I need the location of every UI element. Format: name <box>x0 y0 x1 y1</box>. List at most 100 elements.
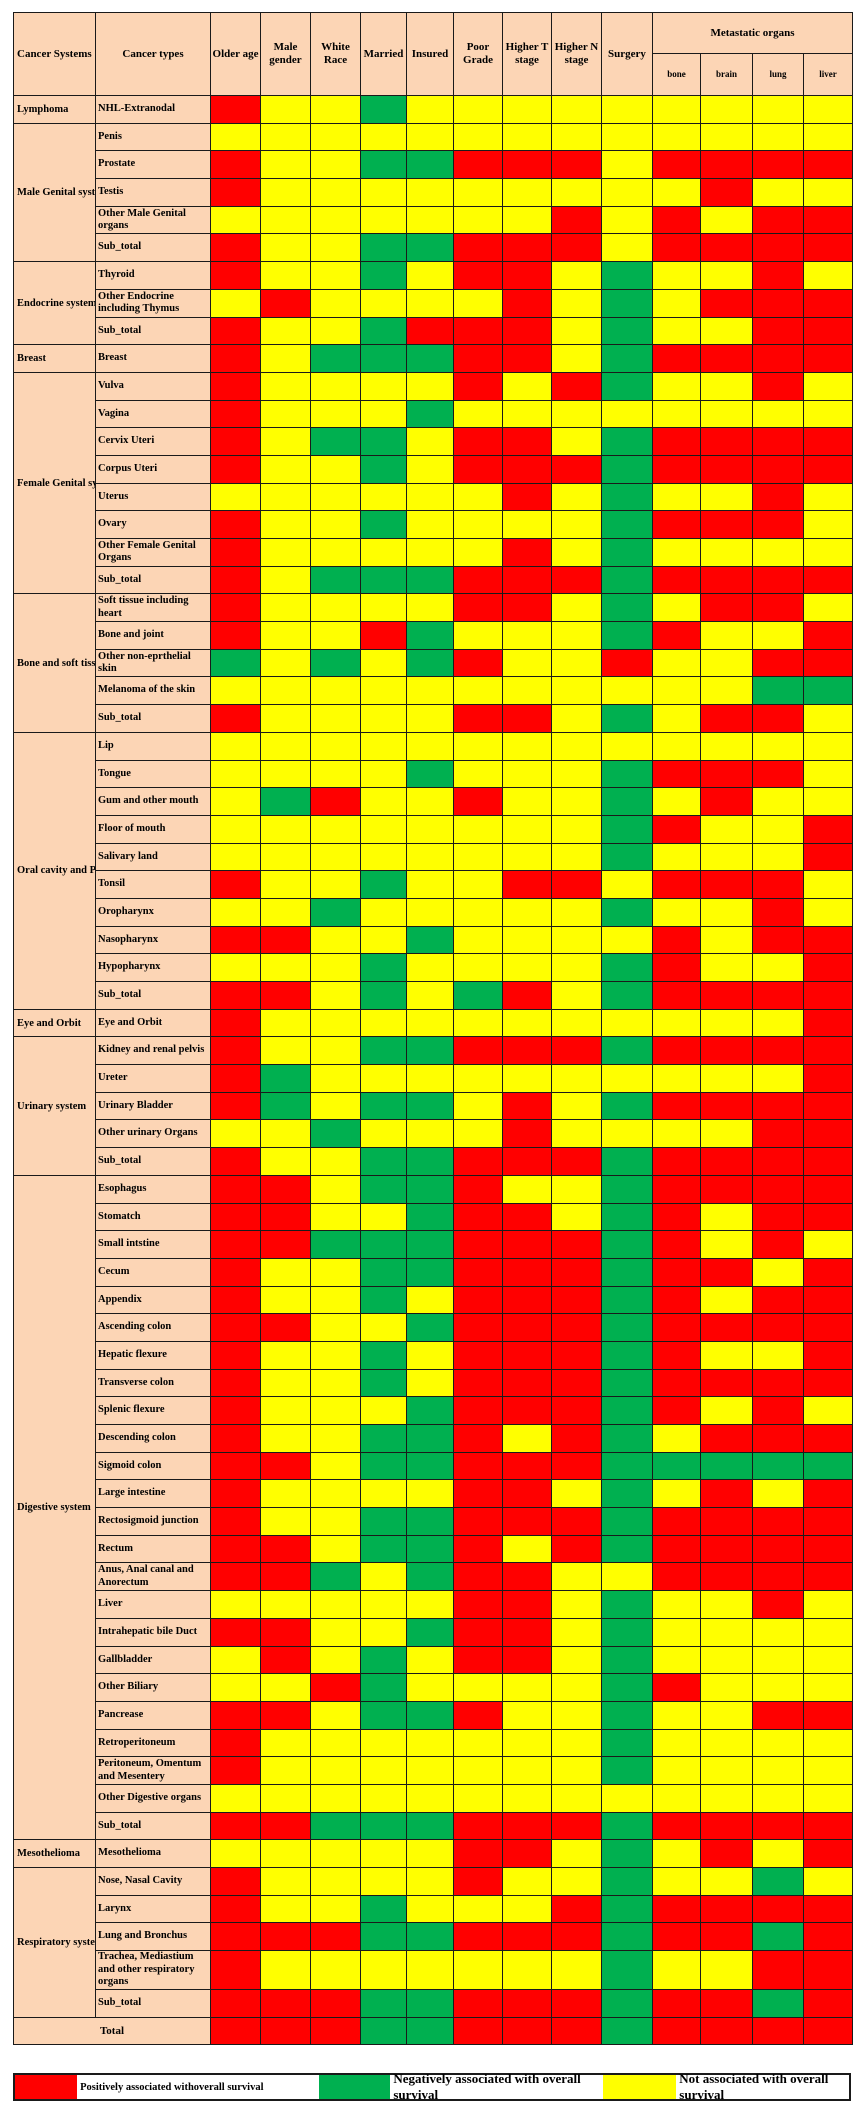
heatmap-cell <box>802 1064 854 1093</box>
heatmap-cell <box>210 482 261 512</box>
heatmap-cell <box>406 981 454 1010</box>
heatmap-cell <box>360 1202 407 1232</box>
heatmap-cell <box>652 1451 701 1481</box>
heatmap-cell <box>360 648 407 678</box>
heatmap-cell <box>260 95 311 124</box>
heatmap-cell <box>752 1257 804 1287</box>
cancer-type-label: Ovary <box>95 510 211 539</box>
heatmap-cell <box>502 1922 552 1952</box>
heatmap-cell <box>210 925 261 955</box>
heatmap-cell <box>700 344 753 373</box>
heatmap-cell <box>601 1396 653 1425</box>
heatmap-cell <box>652 1867 701 1896</box>
heatmap-cell <box>752 1451 804 1481</box>
heatmap-cell <box>502 1424 552 1453</box>
heatmap-cell <box>752 482 804 512</box>
heatmap-cell <box>601 759 653 789</box>
heatmap-cell <box>502 814 552 844</box>
heatmap-cell <box>601 1451 653 1481</box>
heatmap-cell <box>453 1700 503 1730</box>
table-row: Female Genital systemVulva <box>13 371 854 595</box>
heatmap-cell <box>601 648 653 678</box>
heatmap-cell <box>360 1728 407 1758</box>
cancer-type-label: Esophagus <box>95 1174 211 1204</box>
heatmap-cell <box>210 787 261 816</box>
heatmap-cell <box>502 95 552 124</box>
heatmap-cell <box>360 454 407 484</box>
cancer-type-label: Stomatch <box>95 1202 211 1232</box>
header-factor: Married <box>360 12 407 96</box>
heatmap-cell <box>551 621 602 650</box>
heatmap-cell <box>700 454 753 484</box>
heatmap-cell <box>601 621 653 650</box>
heatmap-cell <box>802 593 854 623</box>
heatmap-cell <box>700 1617 753 1647</box>
heatmap-cell <box>551 538 602 567</box>
cancer-type-label: Sub_total <box>95 981 211 1010</box>
table-row: Peritoneum, Omentum and Mesentery <box>14 1756 854 1785</box>
heatmap-cell <box>601 261 653 290</box>
heatmap-cell <box>601 1922 653 1952</box>
heatmap-cell <box>802 1950 854 1990</box>
heatmap-cell <box>601 1036 653 1066</box>
heatmap-cell <box>502 1507 552 1536</box>
heatmap-cell <box>453 288 503 318</box>
header-cancer-types: Cancer types <box>95 12 211 96</box>
heatmap-cell <box>601 1562 653 1592</box>
heatmap-cell <box>802 178 854 207</box>
heatmap-cell <box>406 399 454 429</box>
heatmap-cell <box>210 2016 261 2046</box>
heatmap-cell <box>652 1728 701 1758</box>
cancer-type-label: Sub_total <box>95 233 211 263</box>
heatmap-cell <box>260 316 311 346</box>
legend-swatch <box>319 2075 391 2099</box>
heatmap-cell <box>260 344 311 373</box>
heatmap-cell <box>652 1424 701 1453</box>
heatmap-cell <box>601 1424 653 1453</box>
table-row: Endocrine system Thyroid <box>13 261 854 346</box>
heatmap-cell <box>802 1257 854 1287</box>
heatmap-cell <box>502 1839 552 1868</box>
heatmap-cell <box>802 565 854 595</box>
heatmap-cell <box>406 1230 454 1259</box>
table-row: Lung and Bronchus <box>14 1922 854 1952</box>
heatmap-cell <box>210 704 261 733</box>
heatmap-cell <box>502 1064 552 1093</box>
heatmap-cell <box>700 482 753 512</box>
heatmap-cell <box>310 1950 361 1990</box>
heatmap-cell <box>360 1922 407 1952</box>
table-row: Urinary Bladder <box>14 1091 854 1121</box>
heatmap-cell <box>502 1700 552 1730</box>
heatmap-cell <box>210 1479 261 1509</box>
table-row: Uterus <box>14 482 854 512</box>
heatmap-cell <box>360 593 407 623</box>
heatmap-cell <box>551 399 602 429</box>
heatmap-cell <box>360 1894 407 1924</box>
heatmap-cell <box>360 1285 407 1315</box>
heatmap-cell <box>652 1368 701 1398</box>
heatmap-cell <box>802 1507 854 1536</box>
heatmap-cell <box>551 1230 602 1259</box>
table-row: Rectosigmoid junction <box>14 1507 854 1536</box>
heatmap-cell <box>260 1257 311 1287</box>
heatmap-cell <box>802 510 854 539</box>
heatmap-cell <box>360 1534 407 1564</box>
heatmap-cell <box>802 1922 854 1952</box>
heatmap-cell <box>360 1811 407 1841</box>
cancer-type-label: Corpus Uteri <box>95 454 211 484</box>
heatmap-cell <box>210 1507 261 1536</box>
cancer-type-label: Gallbladder <box>95 1645 211 1675</box>
heatmap-cell <box>502 122 552 152</box>
cancer-type-label: Other Male Genital organs <box>95 205 211 235</box>
cancer-type-label: Penis <box>95 122 211 152</box>
heatmap-cell <box>652 454 701 484</box>
heatmap-cell <box>360 1008 407 1038</box>
heatmap-cell <box>502 925 552 955</box>
heatmap-cell <box>700 427 753 456</box>
heatmap-cell <box>700 1700 753 1730</box>
heatmap-cell <box>453 178 503 207</box>
heatmap-cell <box>802 897 854 927</box>
heatmap-cell <box>752 621 804 650</box>
heatmap-cell <box>360 1147 407 1176</box>
header-cancer-systems: Cancer Systems <box>13 12 96 96</box>
